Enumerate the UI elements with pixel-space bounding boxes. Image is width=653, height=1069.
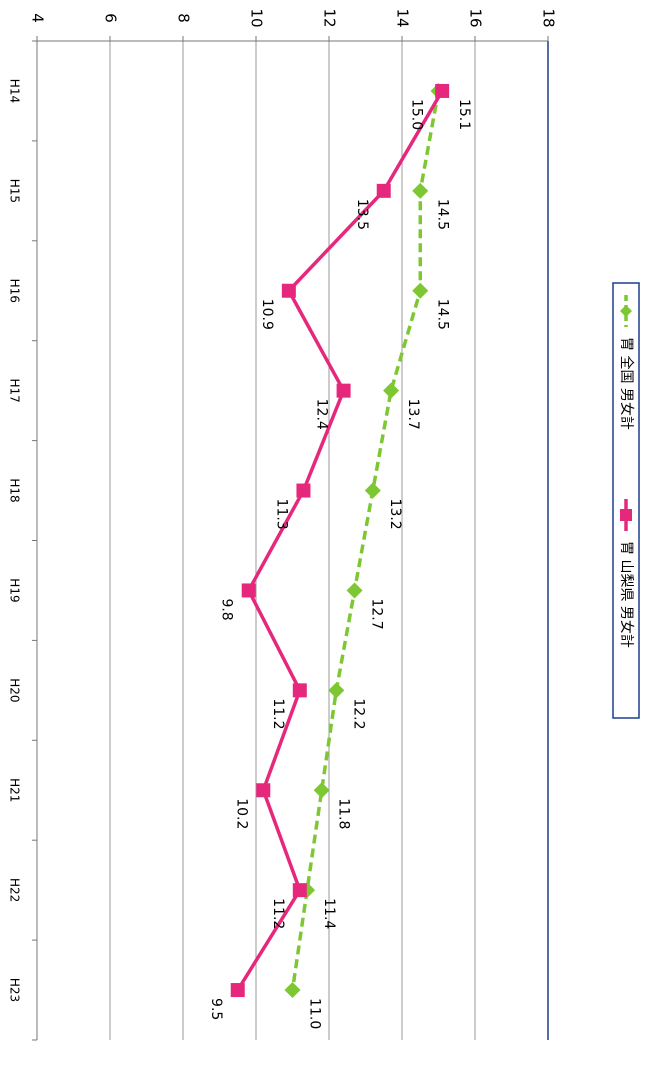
series-point-diamond	[383, 382, 400, 399]
legend-entry-label: 胃 山梨県 男女計	[618, 541, 635, 648]
category-label: H23	[8, 978, 22, 1002]
data-labels: 15.0 15.1 14.5 13.5 14.5 10.9 13.7 12.4 13.2 11.3…	[208, 99, 472, 1029]
series-point-square	[230, 983, 245, 998]
series-point-square	[281, 283, 296, 298]
data-label: 11.0	[307, 998, 323, 1029]
series-point-diamond	[346, 582, 363, 599]
data-label: 10.9	[259, 299, 275, 330]
data-label: 14.5	[434, 199, 450, 230]
legend-entry-label: 胃 全国 男女計	[618, 337, 635, 430]
data-label: 11.8	[336, 798, 352, 829]
value-tick-label: 18	[540, 8, 558, 27]
data-label: 13.2	[387, 499, 403, 530]
data-label: 13.7	[405, 399, 421, 430]
value-tick-label: 4	[29, 13, 47, 23]
series-point-diamond	[328, 682, 345, 699]
data-label: 9.5	[208, 998, 224, 1020]
category-label: H18	[8, 478, 22, 502]
series-line	[236, 90, 444, 991]
legend-swatch-diamond	[620, 305, 632, 317]
series-point-square	[256, 783, 271, 798]
data-label: 12.4	[314, 399, 330, 430]
data-label: 9.8	[219, 598, 235, 620]
series-line	[290, 90, 441, 991]
value-tick-label: 10	[248, 8, 266, 27]
series-point-diamond	[412, 282, 429, 299]
category-label: H15	[8, 179, 22, 203]
series-point-diamond	[364, 482, 381, 499]
series-point-square	[292, 683, 307, 698]
series-point-diamond	[313, 782, 330, 799]
category-label: H19	[8, 578, 22, 602]
data-label: 12.7	[369, 598, 385, 629]
gridlines	[109, 41, 549, 1040]
category-label: H20	[8, 678, 22, 702]
value-tick-label: 12	[321, 8, 339, 27]
series-point-square	[336, 383, 351, 398]
value-tick-label: 8	[175, 13, 193, 23]
value-tick-label: 14	[394, 8, 412, 27]
series-point-diamond	[284, 982, 301, 999]
legend-swatch-square	[620, 509, 632, 521]
value-tick-label: 16	[467, 8, 485, 27]
data-label: 11.3	[273, 499, 289, 530]
data-label: 11.2	[270, 698, 286, 729]
data-label: 10.2	[233, 798, 249, 829]
data-label: 15.0	[409, 99, 425, 130]
series-point-square	[296, 483, 311, 498]
category-label: H17	[8, 379, 22, 403]
series-point-square	[292, 883, 307, 898]
category-label: H16	[8, 279, 22, 303]
series-point-square	[435, 83, 450, 98]
series-point-square	[376, 183, 391, 198]
data-label: 12.2	[350, 698, 366, 729]
category-label: H21	[8, 778, 22, 802]
data-label: 11.4	[321, 898, 337, 929]
series-lines	[230, 82, 450, 999]
data-label: 15.1	[456, 99, 472, 130]
value-tick-label: 6	[102, 13, 120, 23]
category-label: H14	[8, 79, 22, 103]
series-point-diamond	[412, 182, 429, 199]
category-label: H22	[8, 878, 22, 902]
axes: 4 6 8 10 12 14 16 18 H14 H15 H16 H17 H18 H19 H20 H21 H22…	[8, 8, 558, 1041]
data-label: 11.2	[270, 898, 286, 929]
legend-box	[612, 282, 640, 719]
data-label: 13.5	[354, 199, 370, 230]
data-label: 14.5	[434, 299, 450, 330]
series-point-square	[241, 583, 256, 598]
